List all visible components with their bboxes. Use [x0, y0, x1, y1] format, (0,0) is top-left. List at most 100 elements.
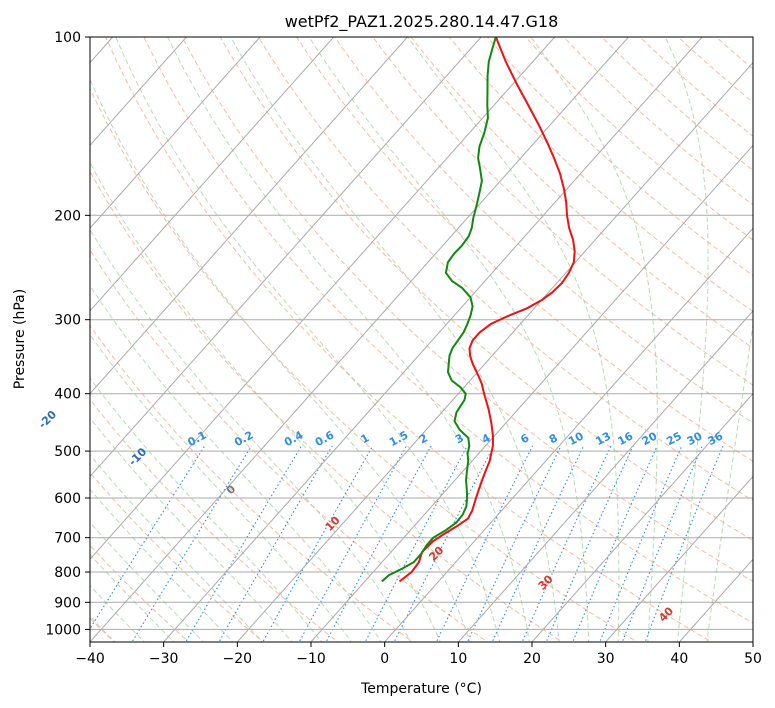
isotherm	[90, 37, 556, 560]
y-tick-label: 400	[54, 387, 81, 403]
grid-lines	[90, 37, 753, 642]
mixing-ratio-label: 1.5	[387, 428, 410, 449]
sounding-traces	[381, 37, 576, 583]
isotherm	[604, 475, 753, 642]
moist-adiabat	[90, 488, 234, 642]
y-tick-label: 800	[54, 565, 81, 581]
x-tick-label: −10	[296, 651, 326, 667]
mixing-ratio-line	[262, 445, 374, 642]
mixing-ratio-label: 6	[518, 431, 531, 446]
mixing-ratio-line	[621, 445, 703, 642]
y-axis-ticks: 100 200 300 400 500 600 700 800 900 1000	[45, 30, 90, 638]
dry-adiabat	[90, 170, 564, 642]
chart-title: wetPf2_PAZ1.2025.280.14.47.G18	[285, 12, 559, 32]
dry-adiabat	[410, 37, 753, 349]
isotherm	[752, 641, 753, 642]
y-tick-label: 200	[54, 208, 81, 224]
mixing-ratio-line	[364, 445, 468, 642]
moist-adiabat	[664, 37, 709, 642]
dry-adiabat	[372, 37, 753, 386]
mixing-ratio-label: 0.4	[282, 428, 306, 449]
isotherm	[90, 37, 188, 147]
moist-adiabat	[90, 284, 382, 642]
dry-adiabat	[334, 37, 753, 424]
moist-adiabat	[90, 161, 441, 642]
dry-adiabat	[90, 471, 265, 642]
mixing-ratio-line	[185, 445, 302, 642]
mixing-ratio-line	[325, 445, 432, 642]
dry-adiabat	[715, 37, 753, 70]
mixing-ratio-line	[491, 445, 585, 642]
dry-adiabat-label: 20	[426, 543, 446, 563]
y-tick-label: 300	[54, 313, 81, 329]
mixing-ratio-line	[599, 445, 683, 642]
isotherm	[678, 558, 753, 642]
y-tick-label: 500	[54, 444, 81, 460]
dry-adiabat	[219, 37, 753, 542]
x-tick-label: 40	[670, 651, 688, 667]
dry-adiabat	[448, 37, 753, 312]
x-tick-label: −30	[149, 651, 179, 667]
mixing-ratio-line	[218, 445, 333, 642]
isotherm	[90, 37, 482, 478]
mixing-ratio-label: 13	[593, 429, 613, 448]
isotherm	[531, 392, 753, 642]
dry-adiabat-label: -10	[126, 445, 149, 468]
isotherm	[236, 61, 753, 642]
moist-adiabat	[90, 521, 205, 642]
mixing-ratio-label: 2	[417, 431, 430, 446]
temperature-trace	[398, 37, 576, 583]
moist-adiabat	[230, 37, 560, 642]
y-tick-label: 1000	[45, 622, 81, 638]
mixing-ratio-label: 0.1	[185, 428, 208, 449]
y-tick-label: 600	[54, 491, 81, 507]
y-tick-label: 900	[54, 595, 81, 611]
mixing-ratio-line	[131, 445, 252, 642]
dry-adiabat	[257, 37, 753, 502]
mixing-ratio-label: 0.2	[232, 428, 255, 449]
x-tick-label: 30	[597, 651, 615, 667]
mixing-ratio-label: 10	[566, 429, 586, 448]
dry-adiabat-label: -20	[36, 408, 59, 431]
mixing-ratio-label: 8	[547, 431, 560, 446]
dry-adiabat	[181, 37, 753, 582]
mixing-ratio-label: 20	[640, 429, 660, 448]
dry-adiabat	[90, 248, 489, 642]
moist-adiabat	[90, 377, 323, 642]
isotherm	[162, 37, 703, 642]
mixing-ratio-line	[466, 445, 562, 642]
y-tick-label: 700	[54, 531, 81, 547]
dewpoint-trace	[381, 37, 497, 583]
mixing-ratio-label: 1	[359, 431, 372, 446]
x-tick-label: 0	[380, 651, 389, 667]
mixing-ratio-line	[298, 445, 407, 642]
dry-adiabat	[90, 324, 414, 642]
isotherm	[90, 37, 335, 312]
dry-adiabat-label: 10	[323, 513, 343, 533]
dry-adiabat	[677, 37, 753, 103]
plot-frame	[89, 36, 754, 643]
dry-adiabat	[601, 37, 753, 171]
mixing-ratio-line	[435, 445, 533, 642]
mixing-ratio-label: 0.6	[313, 428, 337, 449]
mixing-ratio-line	[572, 445, 658, 642]
mixing-ratio-label: 25	[664, 429, 684, 448]
isotherm	[310, 144, 753, 642]
isotherm	[383, 227, 753, 642]
moist-adiabat	[90, 453, 264, 642]
moist-adiabat	[90, 228, 412, 642]
mixing-ratio-line	[644, 445, 724, 642]
dry-adiabat-label: 40	[656, 604, 676, 624]
mixing-ratio-label: 36	[706, 429, 726, 448]
dry-adiabat	[739, 24, 775, 645]
dry-adiabat	[90, 87, 638, 642]
isotherm	[90, 37, 409, 395]
isotherm	[90, 37, 261, 229]
isotherm	[90, 37, 630, 642]
mixing-ratio-label: 16	[616, 429, 636, 448]
x-tick-label: 20	[523, 651, 541, 667]
mixing-ratio-line	[393, 445, 495, 642]
x-axis-label: Temperature (°C)	[360, 681, 482, 697]
x-axis-ticks: −40 −30 −20 −10 0 10 20 30 40 50	[75, 642, 762, 667]
